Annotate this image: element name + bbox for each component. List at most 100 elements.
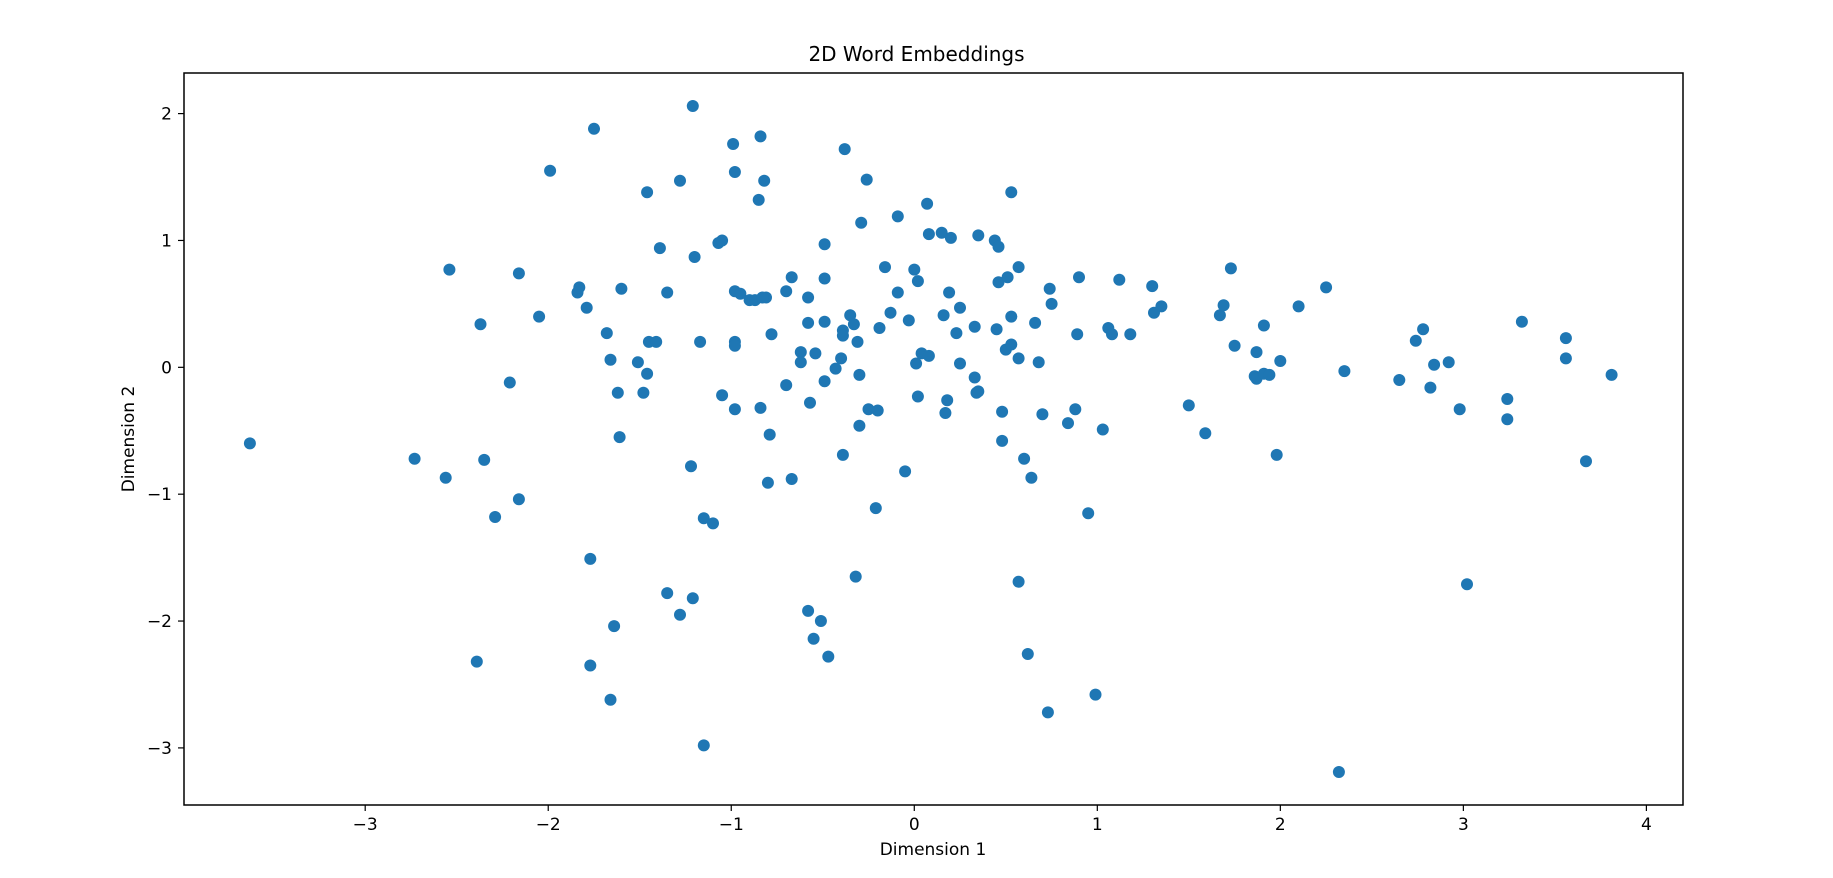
data-point <box>637 386 650 399</box>
data-point <box>818 315 831 328</box>
data-point <box>1424 381 1437 394</box>
data-point <box>871 404 884 417</box>
x-tick-label: 0 <box>909 815 920 835</box>
data-point <box>1199 427 1212 440</box>
data-point <box>688 251 701 263</box>
data-point <box>1082 507 1095 520</box>
data-point <box>765 328 778 341</box>
data-point <box>860 173 873 186</box>
x-tick-label: 3 <box>1458 815 1469 835</box>
data-point <box>1501 393 1514 405</box>
data-point <box>954 357 966 370</box>
data-point <box>847 318 860 331</box>
data-point <box>1580 455 1592 468</box>
data-point <box>674 608 686 621</box>
data-point <box>641 186 654 199</box>
data-point <box>1224 262 1237 275</box>
data-point <box>990 323 1003 336</box>
data-point <box>1146 280 1159 293</box>
data-point <box>1332 766 1345 778</box>
data-point <box>761 476 774 489</box>
data-point <box>604 353 617 366</box>
data-point <box>1320 281 1333 294</box>
data-point <box>1005 338 1018 351</box>
data-point <box>849 570 862 583</box>
data-point <box>727 138 740 150</box>
data-point <box>785 271 798 284</box>
data-point <box>884 306 897 319</box>
data-point <box>869 502 882 515</box>
data-point <box>1155 300 1168 313</box>
data-point <box>470 655 483 668</box>
data-point <box>972 229 985 242</box>
x-tick-label: −3 <box>353 815 378 835</box>
data-point <box>992 276 1005 289</box>
data-point <box>752 193 765 206</box>
data-point <box>855 216 868 229</box>
data-point <box>489 511 502 523</box>
data-point <box>611 386 624 399</box>
data-point <box>1250 346 1263 359</box>
data-point <box>1036 408 1049 421</box>
data-point <box>1559 332 1572 345</box>
data-point <box>707 517 719 530</box>
data-point <box>780 285 793 298</box>
data-point <box>891 286 904 299</box>
data-point <box>685 460 697 473</box>
data-point <box>968 320 981 333</box>
data-point <box>661 587 674 600</box>
y-axis: −3 −2 −1 0 1 2 <box>147 105 184 759</box>
data-point <box>935 226 948 239</box>
data-point <box>694 335 707 348</box>
data-point <box>1292 300 1305 313</box>
data-point <box>243 437 256 450</box>
data-point <box>1041 706 1054 719</box>
data-point <box>802 291 815 304</box>
data-point <box>922 228 935 241</box>
data-point <box>1409 334 1422 347</box>
data-point <box>1515 315 1528 328</box>
data-point <box>1605 368 1618 381</box>
x-axis-label: Dimension 1 <box>880 840 987 860</box>
data-point <box>653 242 666 255</box>
data-point <box>1228 339 1241 352</box>
data-point <box>879 261 891 274</box>
data-point <box>954 301 966 314</box>
data-point <box>716 389 729 402</box>
data-point <box>836 448 849 461</box>
y-tick-label: −1 <box>147 485 172 505</box>
data-point <box>1393 374 1406 386</box>
data-point <box>899 465 912 478</box>
data-point <box>674 174 686 187</box>
data-point <box>996 434 1009 447</box>
data-point <box>922 349 935 362</box>
data-point <box>838 143 851 156</box>
data-point <box>822 650 835 663</box>
data-point <box>1043 282 1056 295</box>
data-point <box>853 419 866 432</box>
data-point <box>891 210 904 223</box>
data-point <box>818 238 831 251</box>
data-point <box>835 352 848 365</box>
data-point <box>763 428 776 441</box>
data-point <box>1113 273 1126 286</box>
data-point <box>608 620 621 633</box>
data-point <box>754 401 767 414</box>
data-point <box>814 615 827 627</box>
data-point <box>1217 299 1230 312</box>
data-point <box>972 385 985 398</box>
y-tick-label: 0 <box>161 358 172 378</box>
data-point <box>836 329 849 342</box>
data-point <box>818 375 831 388</box>
data-point <box>1453 403 1466 416</box>
data-point <box>804 396 816 409</box>
data-point <box>600 327 613 340</box>
data-point <box>908 263 921 276</box>
y-axis-label: Dimension 2 <box>119 386 139 493</box>
y-tick-label: 2 <box>161 105 172 125</box>
data-point <box>1001 271 1014 284</box>
data-point <box>1106 328 1118 341</box>
data-point <box>853 368 866 381</box>
data-point <box>588 122 600 135</box>
